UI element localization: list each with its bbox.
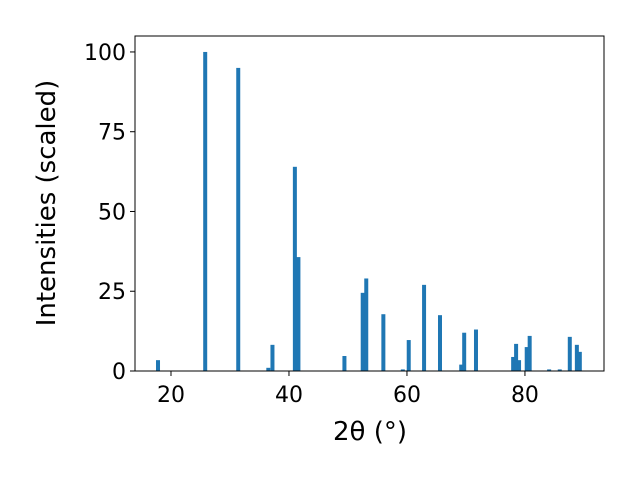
bar xyxy=(364,278,369,371)
bar xyxy=(342,356,347,371)
x-tick-label: 20 xyxy=(157,383,185,408)
bar xyxy=(557,369,562,371)
y-tick-label: 50 xyxy=(98,200,126,225)
bar xyxy=(381,314,386,371)
bar xyxy=(459,364,464,371)
bar xyxy=(360,292,365,371)
x-tick-label: 80 xyxy=(511,383,539,408)
bar xyxy=(156,360,161,371)
bar xyxy=(270,344,275,371)
bar xyxy=(514,343,519,371)
bar xyxy=(203,51,208,371)
bar xyxy=(527,335,532,371)
y-tick-label: 100 xyxy=(84,41,126,66)
bar xyxy=(296,257,301,371)
bar xyxy=(517,360,522,371)
x-tick-label: 40 xyxy=(275,383,303,408)
bar xyxy=(547,369,552,371)
bar xyxy=(473,329,478,371)
bar xyxy=(292,166,297,371)
bar xyxy=(422,284,427,371)
bar xyxy=(400,369,405,371)
bar xyxy=(406,340,411,371)
bar xyxy=(574,344,579,371)
bar xyxy=(511,356,516,371)
x-tick-label: 60 xyxy=(393,383,421,408)
x-axis-label: 2θ (°) xyxy=(333,417,407,447)
bar xyxy=(266,367,271,371)
plot-frame xyxy=(134,35,605,372)
y-tick-label: 0 xyxy=(112,360,126,385)
bar xyxy=(577,351,582,371)
bar xyxy=(437,315,442,371)
y-tick-label: 25 xyxy=(98,280,126,305)
y-tick-label: 75 xyxy=(98,121,126,146)
bar xyxy=(462,332,467,371)
bar xyxy=(236,67,241,372)
bar xyxy=(524,347,529,371)
y-axis-label: Intensities (scaled) xyxy=(32,80,62,327)
bar xyxy=(567,336,572,371)
